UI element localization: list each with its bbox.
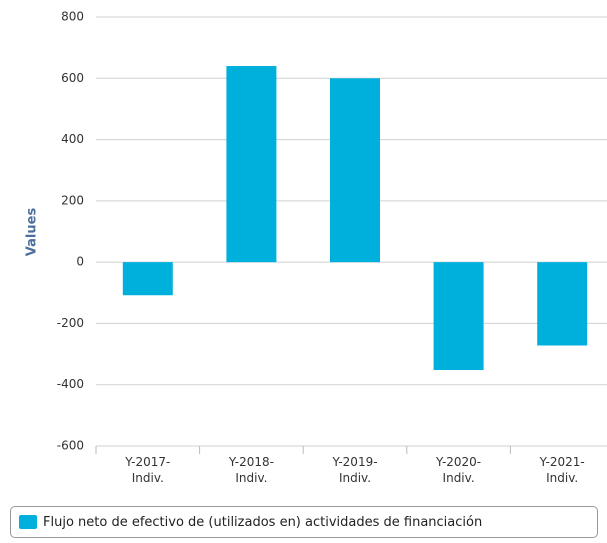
x-tick-label: Y-2018-Indiv. (228, 455, 274, 485)
y-tick-label: -200 (57, 316, 84, 330)
y-tick-label: 0 (76, 255, 84, 269)
y-tick-label: 800 (61, 10, 84, 24)
bar (122, 262, 173, 296)
x-tick-label: Y-2020-Indiv. (436, 455, 482, 485)
x-tick-label: Y-2017-Indiv. (125, 455, 171, 485)
y-tick-label: -600 (57, 439, 84, 453)
x-tick-label: Y-2021-Indiv. (539, 455, 585, 485)
bar (330, 78, 380, 263)
legend: Flujo neto de efectivo de (utilizados en… (10, 506, 598, 538)
y-tick-label: 200 (61, 193, 84, 207)
y-tick-label: 400 (61, 132, 84, 146)
legend-swatch (19, 515, 37, 529)
plot: Values -600 -400 -200 0 200 400 600 800 (25, 10, 607, 454)
y-axis-label: Values (25, 208, 40, 257)
y-tick-label: 600 (61, 71, 84, 85)
y-tick-label: -400 (57, 377, 84, 391)
bar (226, 66, 277, 263)
bar (433, 262, 484, 371)
bar (537, 262, 588, 346)
legend-label: Flujo neto de efectivo de (utilizados en… (43, 514, 483, 530)
x-tick-label: Y-2019-Indiv. (332, 455, 378, 485)
